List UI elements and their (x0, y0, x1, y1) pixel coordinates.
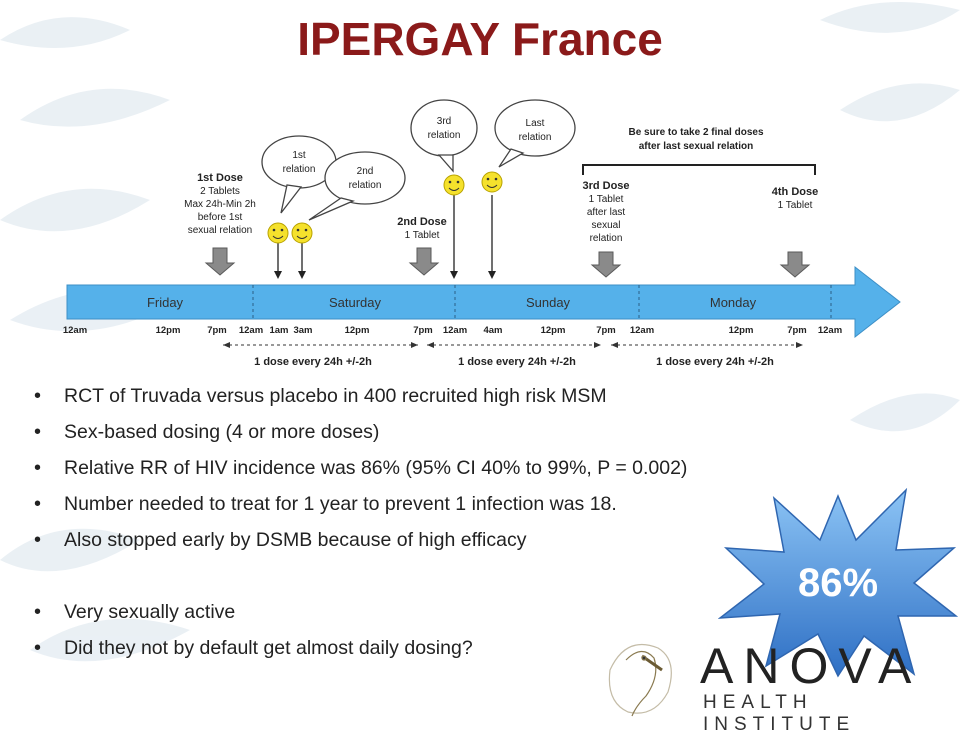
logo-subtitle: HEALTH INSTITUTE (703, 692, 856, 735)
slide-title: IPERGAY France (297, 13, 663, 65)
time-label: 3am (293, 325, 312, 336)
relation-1-line: 1st (292, 150, 306, 161)
bullet-item: Did they not by default get almost daily… (34, 636, 854, 660)
dosing-timeline-diagram: Friday Saturday Sunday Monday 12am 12pm … (63, 99, 901, 368)
speech-bubble (494, 99, 576, 157)
time-label: 4am (483, 325, 502, 336)
time-label: 12pm (345, 325, 370, 336)
dose-4-line: 1 Tablet (778, 200, 813, 211)
time-label: 12pm (729, 325, 754, 336)
starburst-shape (718, 488, 958, 678)
efficacy-starburst-callout: 86% (718, 488, 958, 678)
time-label: 12am (63, 325, 87, 336)
hornbill-bird-icon (608, 643, 672, 717)
day-label-saturday: Saturday (329, 295, 382, 310)
dose-arrow-4 (779, 251, 811, 278)
dose-3-line: sexual (592, 220, 621, 231)
day-label-monday: Monday (710, 295, 757, 310)
dose-3-line: 1 Tablet (589, 194, 624, 205)
bullet-list: RCT of Truvada versus placebo in 400 rec… (34, 384, 854, 672)
callout-value: 86% (798, 561, 878, 605)
dose-1-line: before 1st (198, 212, 243, 223)
speech-bubble (324, 151, 406, 205)
time-label: 7pm (787, 325, 807, 336)
bullet-item: Also stopped early by DSMB because of hi… (34, 528, 854, 552)
bullet-item: Sex-based dosing (4 or more doses) (34, 420, 854, 444)
logo-name: ANOVA (700, 638, 922, 694)
time-label: 12pm (541, 325, 566, 336)
final-doses-bracket (582, 164, 816, 175)
final-note-line: after last sexual relation (639, 141, 754, 152)
dose-1-line: Max 24h-Min 2h (184, 199, 256, 210)
anova-logo (608, 643, 672, 717)
dose-1-title: 1st Dose (197, 172, 243, 184)
relation-4-line: Last (526, 118, 545, 129)
time-label: 12am (818, 325, 842, 336)
relation-3-line: 3rd (437, 116, 451, 127)
speech-bubble (410, 99, 478, 157)
timeline-arrow-bar (66, 265, 901, 339)
dose-arrow-3 (590, 251, 622, 278)
smiley-icon (443, 174, 465, 196)
dose-3-line: relation (590, 233, 623, 244)
bullet-item: RCT of Truvada versus placebo in 400 rec… (34, 384, 854, 408)
relation-2-line: relation (349, 180, 382, 191)
dose-arrow-1 (204, 247, 236, 276)
time-label: 7pm (207, 325, 227, 336)
dose-3-line: after last (587, 207, 626, 218)
bullet-item: Relative RR of HIV incidence was 86% (95… (34, 456, 854, 480)
interval-label: 1 dose every 24h +/-2h (656, 356, 774, 368)
dose-2-title: 2nd Dose (397, 216, 447, 228)
dose-2-line: 1 Tablet (405, 230, 440, 241)
relation-2-line: 2nd (357, 166, 374, 177)
time-label: 1am (269, 325, 288, 336)
relation-4-line: relation (519, 132, 552, 143)
time-label: 12am (443, 325, 467, 336)
smiley-icon (267, 222, 289, 244)
interval-label: 1 dose every 24h +/-2h (458, 356, 576, 368)
dose-3-title: 3rd Dose (582, 180, 629, 192)
smiley-icon (291, 222, 313, 244)
dose-1-line: 2 Tablets (200, 186, 240, 197)
time-label: 12pm (156, 325, 181, 336)
time-label: 12am (630, 325, 654, 336)
time-label: 7pm (596, 325, 616, 336)
time-label: 12am (239, 325, 263, 336)
dose-1-line: sexual relation (188, 225, 252, 236)
final-note-line: Be sure to take 2 final doses (628, 127, 763, 138)
relation-1-line: relation (283, 164, 316, 175)
bullet-item: Number needed to treat for 1 year to pre… (34, 492, 854, 516)
dose-arrow-2 (408, 247, 440, 276)
relation-3-line: relation (428, 130, 461, 141)
time-label: 7pm (413, 325, 433, 336)
day-label-sunday: Sunday (526, 295, 571, 310)
dose-4-title: 4th Dose (772, 186, 818, 198)
smiley-icon (481, 171, 503, 193)
bullet-item: Very sexually active (34, 600, 854, 624)
day-label-friday: Friday (147, 295, 184, 310)
interval-label: 1 dose every 24h +/-2h (254, 356, 372, 368)
